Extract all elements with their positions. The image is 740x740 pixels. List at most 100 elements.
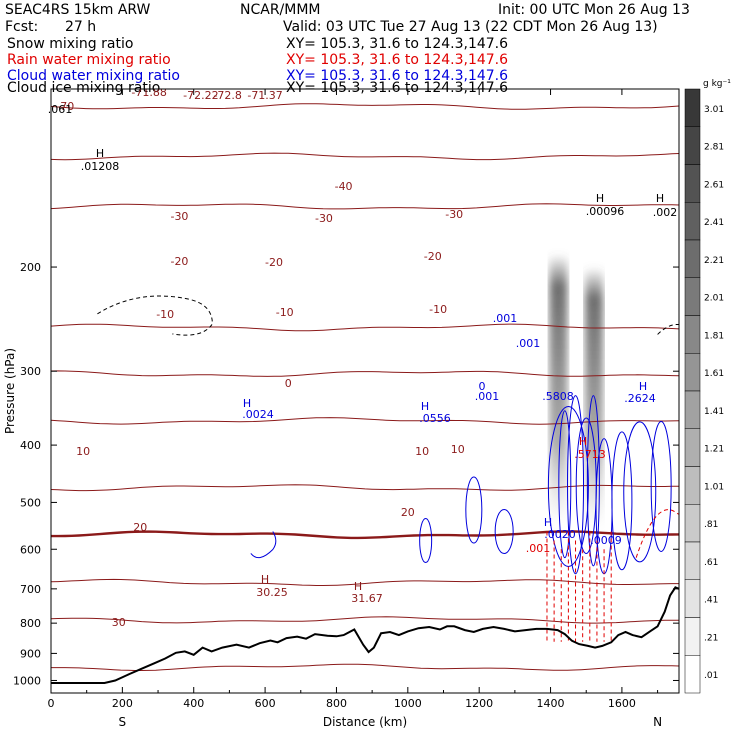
contour-annotation: 31.67 bbox=[351, 592, 383, 605]
y-tick-label: 900 bbox=[20, 647, 41, 660]
colorbar-segment bbox=[684, 541, 701, 580]
contour-annotation: H bbox=[421, 400, 429, 413]
contour-annotation: H bbox=[544, 516, 552, 529]
cloud-water-contour bbox=[494, 509, 514, 555]
y-tick-label: 500 bbox=[20, 496, 41, 509]
colorbar-segment bbox=[684, 579, 701, 618]
y-axis-label: Pressure (hPa) bbox=[3, 348, 17, 434]
cloud-ice-contour bbox=[97, 295, 213, 336]
contour-annotation: .001 bbox=[475, 390, 500, 403]
contour-annotation: .0024 bbox=[242, 408, 274, 421]
contour-annotation: H bbox=[596, 192, 604, 205]
x-tick-label: 400 bbox=[183, 697, 204, 710]
x-tick-label: 1200 bbox=[465, 697, 493, 710]
field-xy-cloudice: XY= 105.3, 31.6 to 124.3,147.6 bbox=[286, 80, 509, 96]
isotherm-line bbox=[51, 323, 679, 332]
colorbar-segment bbox=[684, 126, 701, 165]
cloud-water-contour bbox=[419, 518, 433, 564]
x-tick-label: 200 bbox=[112, 697, 133, 710]
contour-annotation: H bbox=[96, 147, 104, 160]
isotherm-line bbox=[51, 663, 679, 671]
contour-annotation: H bbox=[656, 192, 664, 205]
colorbar-label: 2.01 bbox=[704, 294, 724, 304]
colorbar-label: .61 bbox=[704, 558, 718, 568]
isotherm-label: 0 bbox=[285, 377, 292, 390]
cloud-water-contour bbox=[547, 406, 589, 568]
contour-annotation: .0020 bbox=[544, 528, 576, 541]
rain-water-contour bbox=[635, 509, 679, 558]
cloud-water-contour bbox=[465, 476, 483, 544]
x-axis-label: Distance (km) bbox=[323, 715, 407, 729]
colorbar-segment bbox=[684, 239, 701, 278]
contour-annotation: H bbox=[354, 580, 362, 593]
snow-column bbox=[549, 253, 568, 525]
contour-annotation: H bbox=[579, 435, 587, 448]
contour-annotation: .5713 bbox=[574, 448, 606, 461]
isotherm-label: 10 bbox=[451, 443, 465, 456]
isotherm-label: -10 bbox=[156, 308, 174, 321]
colorbar-segment bbox=[684, 315, 701, 354]
isotherm-label: 10 bbox=[76, 445, 90, 458]
contour-annotation: .00096 bbox=[586, 205, 625, 218]
isotherm-label: 10 bbox=[415, 445, 429, 458]
isotherm-label: -20 bbox=[265, 256, 283, 269]
colorbar-label: 2.21 bbox=[704, 256, 724, 266]
terrain-line bbox=[51, 586, 679, 684]
isotherm-label: -70 bbox=[56, 100, 74, 113]
isotherm-label: -30 bbox=[170, 210, 188, 223]
isotherm-label: -10 bbox=[276, 306, 294, 319]
plot-frame bbox=[50, 88, 680, 694]
contour-annotation: .2624 bbox=[624, 392, 656, 405]
isotherm-line bbox=[51, 370, 679, 377]
isotherm-label: -10 bbox=[429, 303, 447, 316]
colorbar-segment bbox=[684, 655, 701, 694]
colorbar-label: 2.81 bbox=[704, 143, 724, 153]
isotherm-line bbox=[51, 203, 679, 210]
colorbar-label: .21 bbox=[704, 633, 718, 643]
isotherm-line bbox=[51, 152, 679, 161]
field-xy-cloudwater: XY= 105.3, 31.6 to 124.3,147.6 bbox=[286, 68, 509, 84]
y-tick-label: 800 bbox=[20, 617, 41, 630]
cloud-water-contour bbox=[250, 531, 277, 559]
x-tick-label: 1400 bbox=[537, 697, 565, 710]
isotherm-label: 30 bbox=[112, 616, 126, 629]
colorbar-label: 1.81 bbox=[704, 331, 724, 341]
colorbar-segment bbox=[684, 353, 701, 392]
isotherm-label: -72.22 bbox=[183, 89, 218, 102]
field-label-snow: Snow mixing ratio bbox=[7, 36, 134, 52]
colorbar-label: 2.41 bbox=[704, 218, 724, 228]
isotherm-label: -71.88 bbox=[131, 86, 166, 99]
model-title: SEAC4RS 15km ARW bbox=[5, 2, 151, 18]
snow-column bbox=[585, 267, 604, 530]
contour-annotation: .001 bbox=[526, 542, 551, 555]
colorbar-label: 1.01 bbox=[704, 482, 724, 492]
field-label-cloudwater: Cloud water mixing ratio bbox=[7, 68, 180, 84]
colorbar-label: 2.61 bbox=[704, 180, 724, 190]
x-tick-label: 0 bbox=[48, 697, 55, 710]
isotherm-line bbox=[51, 578, 679, 586]
y-tick-label: 200 bbox=[20, 261, 41, 274]
init-time: Init: 00 UTC Mon 26 Aug 13 bbox=[498, 2, 690, 18]
isotherm-line bbox=[51, 103, 679, 110]
contour-annotation: .001 bbox=[493, 312, 518, 325]
y-tick-label: 1000 bbox=[13, 674, 41, 687]
isotherm-line bbox=[51, 417, 679, 425]
colorbar-segment bbox=[684, 277, 701, 316]
contour-annotation: H bbox=[639, 380, 647, 393]
colorbar-segment bbox=[684, 164, 701, 203]
isotherm-line bbox=[51, 530, 679, 540]
x-tick-label: 600 bbox=[255, 697, 276, 710]
cloud-water-contour bbox=[611, 431, 633, 571]
contour-annotation: .061 bbox=[48, 103, 73, 116]
colorbar-segment bbox=[684, 617, 701, 656]
isotherm-label: -72.8 bbox=[213, 89, 241, 102]
colorbar-label: 1.21 bbox=[704, 445, 724, 455]
y-tick-label: 600 bbox=[20, 543, 41, 556]
cloud-water-contour bbox=[623, 421, 657, 563]
colorbar-segment bbox=[684, 504, 701, 543]
isotherm-label: -20 bbox=[424, 250, 442, 263]
colorbar-label: 3.01 bbox=[704, 105, 724, 115]
colorbar-label: .81 bbox=[704, 520, 718, 530]
field-xy-snow: XY= 105.3, 31.6 to 124.3,147.6 bbox=[286, 36, 509, 52]
colorbar-segment bbox=[684, 88, 701, 127]
